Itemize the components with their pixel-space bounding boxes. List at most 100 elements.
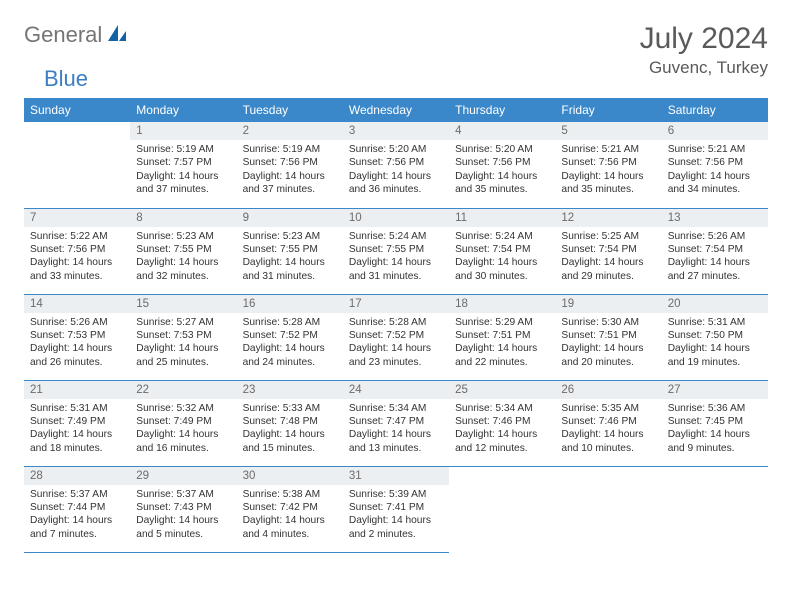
sunset-line: Sunset: 7:56 PM	[561, 156, 655, 169]
sunrise-line: Sunrise: 5:36 AM	[668, 402, 762, 415]
daylight-line: Daylight: 14 hours and 19 minutes.	[668, 342, 762, 369]
sunrise-line: Sunrise: 5:28 AM	[243, 316, 337, 329]
calendar-day-cell: 19Sunrise: 5:30 AMSunset: 7:51 PMDayligh…	[555, 294, 661, 380]
day-number: 10	[343, 209, 449, 227]
calendar-day-cell: 8Sunrise: 5:23 AMSunset: 7:55 PMDaylight…	[130, 208, 236, 294]
logo-sail-icon	[106, 23, 128, 48]
daylight-line: Daylight: 14 hours and 20 minutes.	[561, 342, 655, 369]
day-number: 30	[237, 467, 343, 485]
daylight-line: Daylight: 14 hours and 22 minutes.	[455, 342, 549, 369]
sunrise-line: Sunrise: 5:21 AM	[561, 143, 655, 156]
day-details: Sunrise: 5:37 AMSunset: 7:43 PMDaylight:…	[130, 485, 236, 547]
calendar-row: 21Sunrise: 5:31 AMSunset: 7:49 PMDayligh…	[24, 380, 768, 466]
day-number: 25	[449, 381, 555, 399]
weekday-header: Wednesday	[343, 98, 449, 122]
sunset-line: Sunset: 7:57 PM	[136, 156, 230, 169]
day-details: Sunrise: 5:25 AMSunset: 7:54 PMDaylight:…	[555, 227, 661, 289]
calendar-day-cell: 20Sunrise: 5:31 AMSunset: 7:50 PMDayligh…	[662, 294, 768, 380]
calendar-day-cell: 7Sunrise: 5:22 AMSunset: 7:56 PMDaylight…	[24, 208, 130, 294]
calendar-day-cell: 10Sunrise: 5:24 AMSunset: 7:55 PMDayligh…	[343, 208, 449, 294]
day-number: 1	[130, 122, 236, 140]
sunset-line: Sunset: 7:56 PM	[30, 243, 124, 256]
calendar-empty-cell	[449, 466, 555, 552]
sunrise-line: Sunrise: 5:23 AM	[136, 230, 230, 243]
daylight-line: Daylight: 14 hours and 36 minutes.	[349, 170, 443, 197]
calendar-empty-cell	[24, 122, 130, 208]
calendar-empty-cell	[555, 466, 661, 552]
day-number: 6	[662, 122, 768, 140]
sunset-line: Sunset: 7:42 PM	[243, 501, 337, 514]
sunrise-line: Sunrise: 5:24 AM	[349, 230, 443, 243]
daylight-line: Daylight: 14 hours and 31 minutes.	[349, 256, 443, 283]
daylight-line: Daylight: 14 hours and 33 minutes.	[30, 256, 124, 283]
sunset-line: Sunset: 7:43 PM	[136, 501, 230, 514]
page: General July 2024 Guvenc, Turkey Blue Su…	[0, 0, 792, 563]
calendar-day-cell: 30Sunrise: 5:38 AMSunset: 7:42 PMDayligh…	[237, 466, 343, 552]
day-details: Sunrise: 5:26 AMSunset: 7:54 PMDaylight:…	[662, 227, 768, 289]
day-number: 2	[237, 122, 343, 140]
calendar-day-cell: 13Sunrise: 5:26 AMSunset: 7:54 PMDayligh…	[662, 208, 768, 294]
sunset-line: Sunset: 7:54 PM	[668, 243, 762, 256]
sunrise-line: Sunrise: 5:28 AM	[349, 316, 443, 329]
day-details: Sunrise: 5:34 AMSunset: 7:46 PMDaylight:…	[449, 399, 555, 461]
day-details: Sunrise: 5:31 AMSunset: 7:49 PMDaylight:…	[24, 399, 130, 461]
daylight-line: Daylight: 14 hours and 5 minutes.	[136, 514, 230, 541]
calendar-day-cell: 28Sunrise: 5:37 AMSunset: 7:44 PMDayligh…	[24, 466, 130, 552]
day-number: 28	[24, 467, 130, 485]
day-details: Sunrise: 5:35 AMSunset: 7:46 PMDaylight:…	[555, 399, 661, 461]
sunrise-line: Sunrise: 5:21 AM	[668, 143, 762, 156]
calendar-day-cell: 18Sunrise: 5:29 AMSunset: 7:51 PMDayligh…	[449, 294, 555, 380]
calendar-day-cell: 2Sunrise: 5:19 AMSunset: 7:56 PMDaylight…	[237, 122, 343, 208]
day-details: Sunrise: 5:20 AMSunset: 7:56 PMDaylight:…	[449, 140, 555, 202]
sunset-line: Sunset: 7:54 PM	[561, 243, 655, 256]
sunset-line: Sunset: 7:56 PM	[668, 156, 762, 169]
sunrise-line: Sunrise: 5:30 AM	[561, 316, 655, 329]
day-number: 27	[662, 381, 768, 399]
sunset-line: Sunset: 7:46 PM	[455, 415, 549, 428]
day-number: 14	[24, 295, 130, 313]
calendar-day-cell: 5Sunrise: 5:21 AMSunset: 7:56 PMDaylight…	[555, 122, 661, 208]
logo-text-general: General	[24, 22, 102, 48]
sunrise-line: Sunrise: 5:35 AM	[561, 402, 655, 415]
sunset-line: Sunset: 7:53 PM	[30, 329, 124, 342]
calendar-day-cell: 9Sunrise: 5:23 AMSunset: 7:55 PMDaylight…	[237, 208, 343, 294]
daylight-line: Daylight: 14 hours and 23 minutes.	[349, 342, 443, 369]
weekday-header: Monday	[130, 98, 236, 122]
day-details: Sunrise: 5:28 AMSunset: 7:52 PMDaylight:…	[343, 313, 449, 375]
calendar-empty-cell	[662, 466, 768, 552]
calendar-day-cell: 16Sunrise: 5:28 AMSunset: 7:52 PMDayligh…	[237, 294, 343, 380]
weekday-header-row: SundayMondayTuesdayWednesdayThursdayFrid…	[24, 98, 768, 122]
daylight-line: Daylight: 14 hours and 18 minutes.	[30, 428, 124, 455]
day-details: Sunrise: 5:22 AMSunset: 7:56 PMDaylight:…	[24, 227, 130, 289]
calendar-day-cell: 22Sunrise: 5:32 AMSunset: 7:49 PMDayligh…	[130, 380, 236, 466]
logo-text-blue: Blue	[44, 66, 88, 91]
sunrise-line: Sunrise: 5:38 AM	[243, 488, 337, 501]
calendar-day-cell: 14Sunrise: 5:26 AMSunset: 7:53 PMDayligh…	[24, 294, 130, 380]
sunset-line: Sunset: 7:54 PM	[455, 243, 549, 256]
daylight-line: Daylight: 14 hours and 12 minutes.	[455, 428, 549, 455]
weekday-header: Saturday	[662, 98, 768, 122]
day-details: Sunrise: 5:33 AMSunset: 7:48 PMDaylight:…	[237, 399, 343, 461]
sunset-line: Sunset: 7:53 PM	[136, 329, 230, 342]
day-number: 5	[555, 122, 661, 140]
day-number: 12	[555, 209, 661, 227]
daylight-line: Daylight: 14 hours and 13 minutes.	[349, 428, 443, 455]
day-details: Sunrise: 5:24 AMSunset: 7:55 PMDaylight:…	[343, 227, 449, 289]
daylight-line: Daylight: 14 hours and 4 minutes.	[243, 514, 337, 541]
calendar-day-cell: 6Sunrise: 5:21 AMSunset: 7:56 PMDaylight…	[662, 122, 768, 208]
day-details: Sunrise: 5:27 AMSunset: 7:53 PMDaylight:…	[130, 313, 236, 375]
sunset-line: Sunset: 7:56 PM	[349, 156, 443, 169]
day-details: Sunrise: 5:38 AMSunset: 7:42 PMDaylight:…	[237, 485, 343, 547]
day-details: Sunrise: 5:26 AMSunset: 7:53 PMDaylight:…	[24, 313, 130, 375]
calendar-row: 1Sunrise: 5:19 AMSunset: 7:57 PMDaylight…	[24, 122, 768, 208]
day-number: 29	[130, 467, 236, 485]
sunrise-line: Sunrise: 5:31 AM	[668, 316, 762, 329]
day-details: Sunrise: 5:23 AMSunset: 7:55 PMDaylight:…	[130, 227, 236, 289]
day-details: Sunrise: 5:21 AMSunset: 7:56 PMDaylight:…	[555, 140, 661, 202]
day-details: Sunrise: 5:37 AMSunset: 7:44 PMDaylight:…	[24, 485, 130, 547]
day-details: Sunrise: 5:34 AMSunset: 7:47 PMDaylight:…	[343, 399, 449, 461]
sunset-line: Sunset: 7:49 PM	[136, 415, 230, 428]
calendar-day-cell: 21Sunrise: 5:31 AMSunset: 7:49 PMDayligh…	[24, 380, 130, 466]
daylight-line: Daylight: 14 hours and 24 minutes.	[243, 342, 337, 369]
calendar-row: 28Sunrise: 5:37 AMSunset: 7:44 PMDayligh…	[24, 466, 768, 552]
